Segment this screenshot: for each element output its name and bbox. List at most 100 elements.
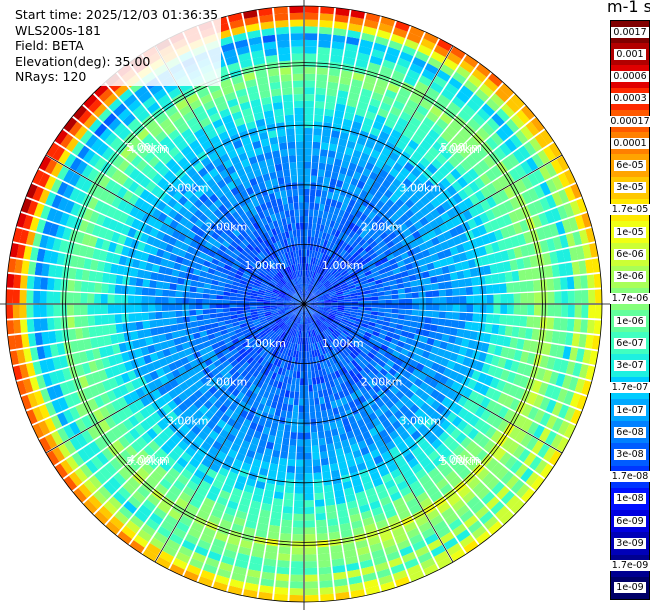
ppi-gate-cell — [145, 262, 154, 272]
ppi-gate-cell — [326, 511, 338, 520]
ppi-gate-cell — [155, 556, 171, 570]
ppi-gate-cell — [246, 254, 254, 262]
ppi-gate-cell — [323, 115, 334, 124]
ppi-gate-cell — [437, 501, 451, 514]
ppi-gate-cell — [480, 141, 493, 155]
ppi-gate-cell — [46, 142, 60, 158]
ppi-gate-cell — [465, 230, 475, 241]
ppi-gate-cell — [431, 317, 439, 325]
ppi-gate-cell — [295, 330, 299, 338]
ppi-gate-cell — [165, 355, 174, 365]
ppi-gate-cell — [399, 51, 414, 63]
ppi-gate-cell — [195, 309, 203, 315]
ppi-gate-cell — [531, 328, 540, 341]
ppi-gate-cell — [379, 231, 388, 240]
ppi-gate-cell — [419, 99, 433, 111]
ppi-gate-cell — [314, 321, 319, 328]
ppi-gate-cell — [241, 533, 254, 543]
ppi-gate-cell — [87, 304, 95, 315]
ppi-gate-cell — [188, 260, 197, 269]
ppi-gate-cell — [334, 489, 345, 498]
ppi-gate-cell — [192, 492, 205, 503]
ppi-gate-cell — [389, 279, 397, 286]
ppi-gate-cell — [254, 323, 262, 329]
ppi-gate-cell — [175, 255, 184, 264]
ppi-gate-cell — [368, 211, 377, 220]
ppi-gate-cell — [527, 202, 538, 216]
ppi-gate-cell — [544, 210, 555, 224]
ppi-gate-cell — [80, 304, 88, 315]
ppi-gate-cell — [88, 495, 103, 510]
ppi-gate-cell — [89, 384, 100, 397]
ppi-gate-cell — [148, 304, 156, 312]
ppi-gate-cell — [253, 256, 261, 264]
ppi-gate-cell — [333, 378, 340, 387]
ppi-gate-cell — [471, 525, 487, 540]
ppi-gate-cell — [304, 391, 309, 399]
ppi-gate-cell — [404, 209, 415, 219]
ppi-gate-cell — [146, 543, 161, 556]
ppi-gate-cell — [122, 323, 130, 332]
ppi-gate-cell — [376, 319, 384, 325]
ppi-gate-cell — [130, 331, 139, 341]
ppi-gate-cell — [137, 221, 147, 232]
ppi-gate-cell — [159, 136, 172, 148]
ppi-gate-cell — [304, 304, 309, 309]
ppi-gate-cell — [375, 423, 385, 433]
ppi-gate-cell — [243, 257, 252, 264]
ppi-gate-cell — [261, 258, 268, 266]
ppi-gate-cell — [409, 384, 419, 394]
ppi-gate-cell — [370, 314, 378, 320]
ppi-gate-cell — [132, 472, 145, 485]
ppi-gate-cell — [200, 503, 213, 515]
ppi-gate-cell — [408, 274, 417, 282]
ppi-gate-cell — [298, 330, 302, 338]
ppi-gate-cell — [151, 335, 160, 344]
ppi-gate-cell — [304, 175, 311, 183]
ppi-gate-cell — [304, 520, 315, 528]
ppi-gate-cell — [416, 322, 425, 329]
ppi-gate-cell — [320, 197, 327, 205]
ppi-gate-cell — [121, 525, 137, 540]
ppi-gate-cell — [163, 325, 172, 334]
ppi-gate-cell — [388, 40, 403, 51]
ppi-gate-cell — [122, 190, 134, 202]
ppi-gate-cell — [313, 209, 319, 217]
ppi-gate-cell — [271, 278, 278, 284]
ppi-gate-cell — [128, 313, 136, 322]
ppi-gate-cell — [221, 137, 232, 147]
ppi-gate-cell — [282, 276, 288, 283]
ppi-gate-cell — [118, 435, 130, 449]
ppi-gate-cell — [467, 427, 479, 440]
ppi-gate-cell — [223, 264, 232, 271]
ppi-gate-cell — [256, 372, 264, 381]
ppi-gate-cell — [320, 403, 327, 411]
ppi-gate-cell — [373, 275, 382, 281]
ppi-gate-cell — [122, 276, 130, 285]
ppi-gate-cell — [338, 278, 345, 284]
ppi-gate-cell — [33, 290, 41, 304]
ppi-gate-cell — [561, 291, 569, 304]
ppi-gate-cell — [234, 328, 242, 335]
ppi-gate-cell — [218, 394, 227, 404]
ppi-gate-cell — [168, 146, 180, 158]
ppi-gate-cell — [378, 445, 389, 455]
ppi-gate-cell — [404, 199, 415, 209]
ppi-gate-cell — [248, 375, 256, 384]
ppi-gate-cell — [471, 227, 481, 238]
ppi-gate-cell — [502, 261, 512, 272]
ppi-gate-cell — [355, 434, 365, 443]
ppi-gate-cell — [304, 26, 318, 34]
ppi-gate-cell — [358, 130, 369, 140]
ppi-gate-cell — [146, 138, 159, 151]
ppi-gate-cell — [311, 315, 316, 321]
ppi-gate-cell — [381, 213, 390, 223]
ppi-gate-cell — [304, 33, 318, 41]
ppi-gate-cell — [295, 466, 304, 474]
ppi-gate-cell — [255, 277, 263, 283]
ppi-gate-cell — [361, 241, 370, 250]
ppi-gate-cell — [377, 312, 385, 317]
ppi-gate-cell — [38, 404, 50, 419]
ppi-gate-cell — [304, 331, 306, 338]
ppi-gate-cell — [219, 256, 228, 264]
